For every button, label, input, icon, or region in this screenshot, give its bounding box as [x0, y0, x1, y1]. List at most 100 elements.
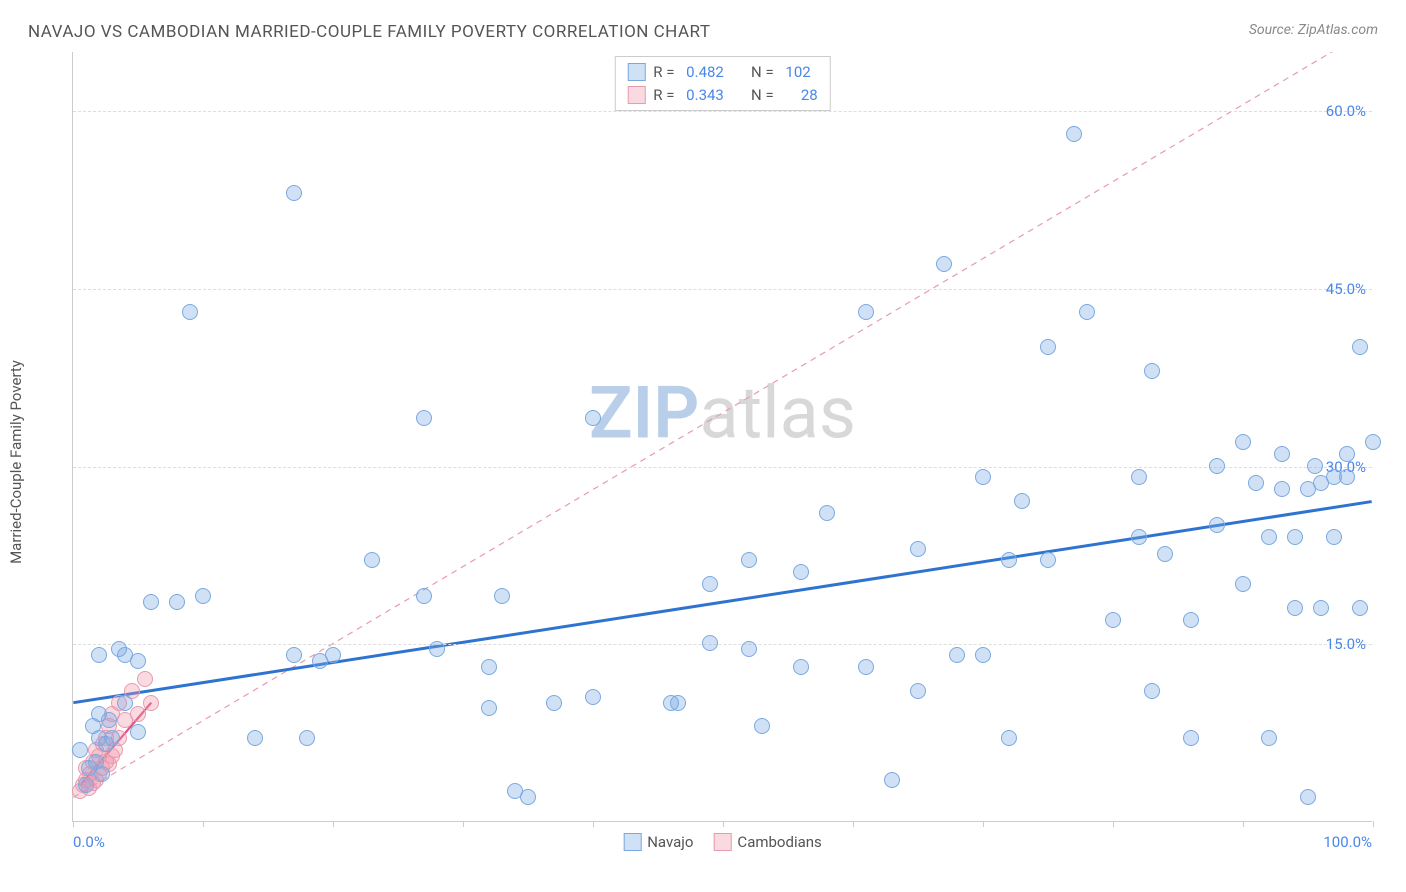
- data-point: [130, 706, 146, 722]
- x-tick: [983, 821, 984, 827]
- data-point: [936, 256, 952, 272]
- data-point: [1339, 469, 1355, 485]
- x-tick: [1243, 821, 1244, 827]
- data-point: [975, 647, 991, 663]
- data-point: [117, 695, 133, 711]
- x-tick: [463, 821, 464, 827]
- data-point: [299, 730, 315, 746]
- data-point: [137, 671, 153, 687]
- data-point: [1261, 529, 1277, 545]
- y-tick-label: 60.0%: [1326, 102, 1366, 120]
- data-point: [429, 641, 445, 657]
- data-point: [169, 594, 185, 610]
- swatch-cambodian: [627, 86, 645, 104]
- data-point: [416, 588, 432, 604]
- x-axis-min-label: 0.0%: [73, 833, 105, 851]
- x-tick: [853, 821, 854, 827]
- legend-item-cambodian: Cambodians: [713, 833, 821, 851]
- data-point: [1313, 600, 1329, 616]
- data-point: [364, 552, 380, 568]
- data-point: [1066, 126, 1082, 142]
- data-point: [1131, 469, 1147, 485]
- data-point: [1209, 458, 1225, 474]
- chart-area: Married-Couple Family Poverty ZIPatlas R…: [28, 52, 1378, 872]
- data-point: [130, 653, 146, 669]
- data-point: [793, 564, 809, 580]
- data-point: [910, 541, 926, 557]
- data-point: [1040, 552, 1056, 568]
- data-point: [1365, 434, 1381, 450]
- data-point: [546, 695, 562, 711]
- data-point: [94, 766, 110, 782]
- data-point: [1183, 612, 1199, 628]
- data-point: [101, 712, 117, 728]
- data-point: [78, 777, 94, 793]
- chart-title: NAVAJO VS CAMBODIAN MARRIED-COUPLE FAMIL…: [28, 22, 711, 42]
- x-tick: [73, 821, 74, 827]
- data-point: [858, 304, 874, 320]
- y-tick-label: 45.0%: [1326, 280, 1366, 298]
- data-point: [104, 730, 120, 746]
- swatch-navajo: [627, 63, 645, 81]
- data-point: [858, 659, 874, 675]
- swatch-navajo-bottom: [623, 833, 641, 851]
- data-point: [910, 683, 926, 699]
- y-tick-label: 15.0%: [1326, 635, 1366, 653]
- data-point: [754, 718, 770, 734]
- stats-legend: R = 0.482 N = 102 R = 0.343 N = 28: [614, 56, 830, 111]
- x-tick: [1113, 821, 1114, 827]
- data-point: [1079, 304, 1095, 320]
- data-point: [702, 576, 718, 592]
- data-point: [520, 789, 536, 805]
- data-point: [1014, 493, 1030, 509]
- data-point: [72, 742, 88, 758]
- stats-row-navajo: R = 0.482 N = 102: [627, 61, 817, 84]
- data-point: [1261, 730, 1277, 746]
- data-point: [143, 594, 159, 610]
- data-point: [1001, 552, 1017, 568]
- data-point: [91, 647, 107, 663]
- data-point: [130, 724, 146, 740]
- data-point: [1183, 730, 1199, 746]
- trend-lines: [73, 52, 1372, 821]
- data-point: [1274, 446, 1290, 462]
- source-credit: Source: ZipAtlas.com: [1249, 22, 1378, 38]
- data-point: [1300, 789, 1316, 805]
- plot-area: ZIPatlas R = 0.482 N = 102 R = 0.343 N =…: [72, 52, 1372, 822]
- data-point: [949, 647, 965, 663]
- data-point: [286, 185, 302, 201]
- data-point: [1144, 363, 1160, 379]
- watermark: ZIPatlas: [589, 371, 856, 456]
- swatch-cambodian-bottom: [713, 833, 731, 851]
- data-point: [1274, 481, 1290, 497]
- grid-line: [73, 644, 1372, 645]
- data-point: [1209, 517, 1225, 533]
- data-point: [741, 552, 757, 568]
- y-axis-label: Married-Couple Family Poverty: [7, 360, 25, 564]
- data-point: [195, 588, 211, 604]
- data-point: [884, 772, 900, 788]
- data-point: [481, 700, 497, 716]
- data-point: [247, 730, 263, 746]
- data-point: [1144, 683, 1160, 699]
- data-point: [741, 641, 757, 657]
- data-point: [1287, 600, 1303, 616]
- data-point: [1339, 446, 1355, 462]
- data-point: [585, 410, 601, 426]
- data-point: [1326, 529, 1342, 545]
- data-point: [182, 304, 198, 320]
- x-axis-max-label: 100.0%: [1323, 833, 1372, 851]
- data-point: [702, 635, 718, 651]
- data-point: [286, 647, 302, 663]
- stats-row-cambodian: R = 0.343 N = 28: [627, 84, 817, 107]
- data-point: [1157, 546, 1173, 562]
- x-tick: [1373, 821, 1374, 827]
- data-point: [1248, 475, 1264, 491]
- data-point: [793, 659, 809, 675]
- data-point: [143, 695, 159, 711]
- x-tick: [593, 821, 594, 827]
- data-point: [416, 410, 432, 426]
- data-point: [481, 659, 497, 675]
- data-point: [1287, 529, 1303, 545]
- data-point: [1307, 458, 1323, 474]
